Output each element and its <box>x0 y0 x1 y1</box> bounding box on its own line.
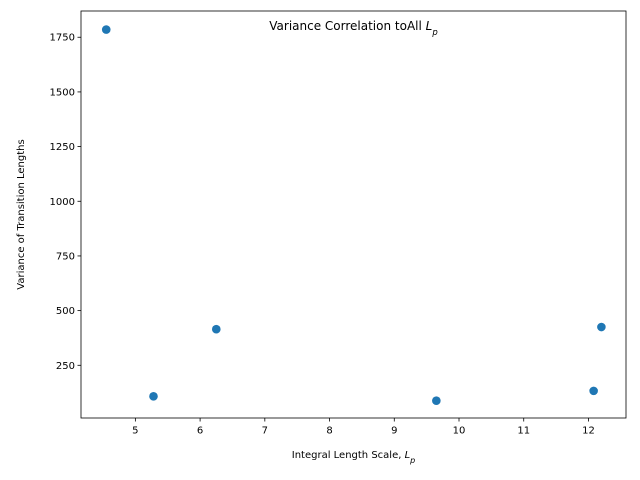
x-tick-label: 9 <box>391 426 397 437</box>
x-tick-label: 8 <box>326 426 332 437</box>
data-point <box>432 396 441 406</box>
data-point <box>211 324 221 334</box>
x-axis-label: Integral Length Scale, Lp <box>292 450 416 465</box>
data-points <box>101 25 606 406</box>
y-axis-label: Variance of Transition Lengths <box>16 139 27 289</box>
data-point <box>589 386 598 396</box>
y-axis-ticks: 250 500 750 1000 1250 1500 1750 <box>50 33 81 372</box>
y-tick-label: 750 <box>56 251 75 262</box>
data-point <box>597 322 606 332</box>
x-tick-label: 7 <box>262 426 268 437</box>
y-tick-label: 1250 <box>50 142 75 153</box>
y-tick-label: 250 <box>56 361 75 372</box>
y-tick-label: 1750 <box>50 33 75 44</box>
data-point <box>101 25 111 34</box>
y-tick-label: 1500 <box>50 87 75 98</box>
y-tick-label: 1000 <box>50 197 75 208</box>
x-tick-label: 5 <box>132 426 138 437</box>
x-axis-ticks: 5 6 7 8 9 10 11 12 <box>132 418 595 437</box>
chart-title: Variance Correlation toAll Lp <box>269 19 437 38</box>
data-point <box>149 392 158 401</box>
plot-area <box>80 10 627 419</box>
y-tick-label: 500 <box>56 306 75 317</box>
x-tick-label: 6 <box>197 426 203 437</box>
x-tick-label: 12 <box>582 426 595 437</box>
x-tick-label: 10 <box>453 426 466 437</box>
x-tick-label: 11 <box>517 426 530 437</box>
